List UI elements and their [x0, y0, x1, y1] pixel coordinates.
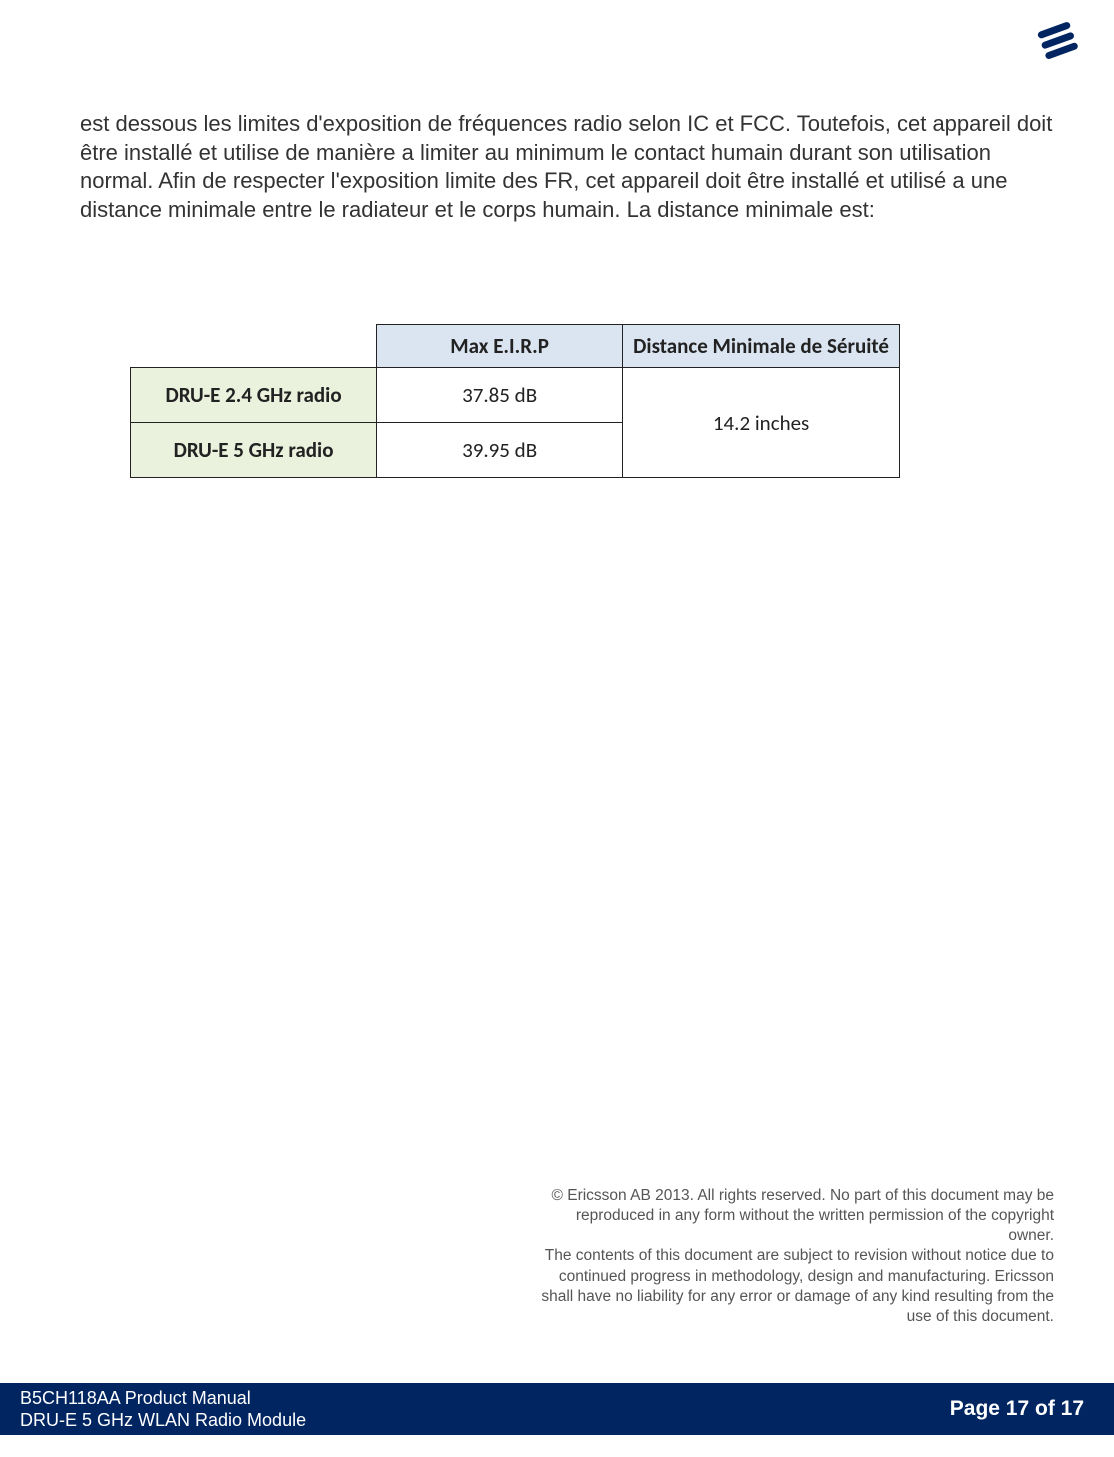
table-cell-distance: 14.2 inches [623, 368, 900, 478]
page-footer: B5CH118AA Product Manual DRU-E 5 GHz WLA… [0, 1383, 1114, 1435]
table-row-label: DRU-E 2.4 GHz radio [131, 368, 377, 423]
copyright-line: The contents of this document are subjec… [534, 1246, 1054, 1327]
footer-doc-subtitle: DRU-E 5 GHz WLAN Radio Module [20, 1409, 306, 1432]
table-header-distance: Distance Minimale de Séruité [623, 325, 900, 368]
copyright-block: © Ericsson AB 2013. All rights reserved.… [534, 1186, 1054, 1327]
table-cell-eirp: 37.85 dB [377, 368, 623, 423]
footer-doc-title: B5CH118AA Product Manual [20, 1387, 306, 1410]
footer-left: B5CH118AA Product Manual DRU-E 5 GHz WLA… [20, 1387, 306, 1432]
ericsson-logo-icon [1037, 20, 1079, 67]
table-cell-eirp: 39.95 dB [377, 423, 623, 478]
table-header-eirp: Max E.I.R.P [377, 325, 623, 368]
copyright-line: © Ericsson AB 2013. All rights reserved.… [534, 1186, 1054, 1246]
eirp-table: Max E.I.R.P Distance Minimale de Séruité… [130, 324, 900, 478]
table-row-label: DRU-E 5 GHz radio [131, 423, 377, 478]
table-header-blank [131, 325, 377, 368]
footer-page-number: Page 17 of 17 [950, 1397, 1084, 1421]
body-paragraph: est dessous les limites d'exposition de … [80, 110, 1054, 224]
